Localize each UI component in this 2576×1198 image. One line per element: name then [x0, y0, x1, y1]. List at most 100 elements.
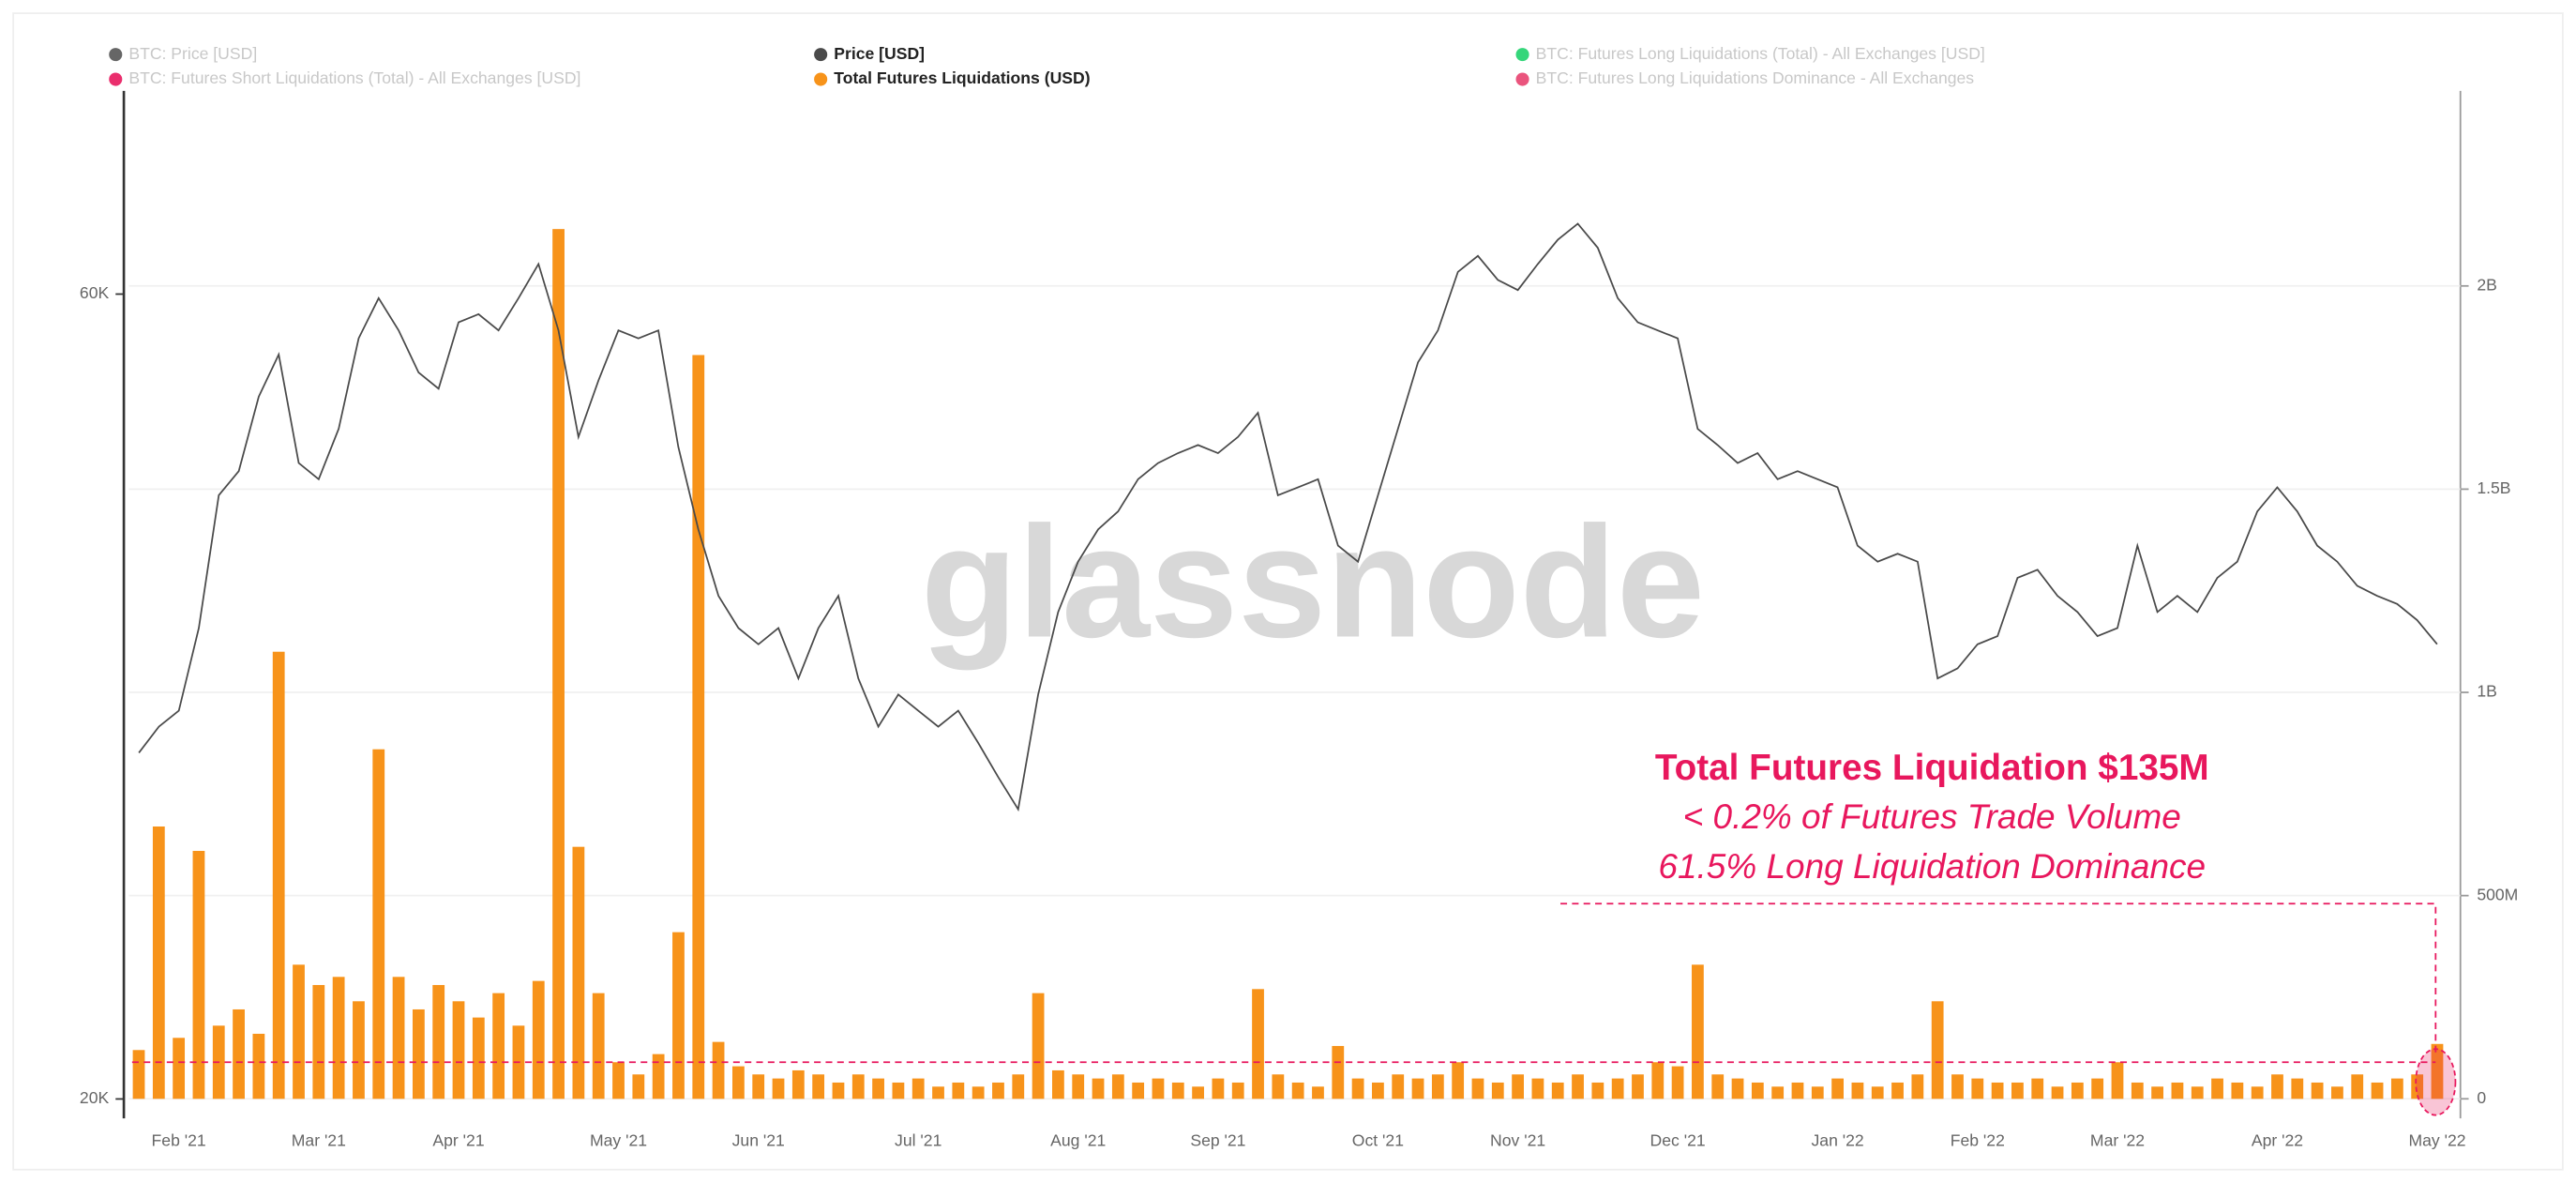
bar: [1032, 993, 1045, 1099]
bar: [1252, 989, 1264, 1099]
bar: [1152, 1078, 1165, 1099]
y-tick-label: 20K: [80, 1088, 110, 1107]
bar: [1971, 1078, 1984, 1099]
bar: [1871, 1086, 1884, 1099]
bar: [1591, 1082, 1604, 1099]
bar: [1951, 1074, 1964, 1099]
bar: [192, 850, 205, 1099]
bar: [572, 846, 585, 1099]
bar: [2271, 1074, 2283, 1099]
annotation: 61.5% Long Liquidation Dominance: [1658, 847, 2206, 886]
bar: [872, 1078, 884, 1099]
x-tick-label: Dec '21: [1650, 1130, 1706, 1149]
bar: [1551, 1082, 1564, 1099]
bar: [1411, 1078, 1424, 1099]
bar: [2191, 1086, 2204, 1099]
bar: [1272, 1074, 1285, 1099]
bar: [432, 984, 445, 1099]
bar: [772, 1078, 785, 1099]
bar: [632, 1074, 645, 1099]
bar: [152, 826, 165, 1099]
bar: [1791, 1082, 1804, 1099]
bar: [652, 1054, 665, 1099]
y2-tick-label: 2B: [2477, 275, 2497, 294]
legend-marker: [109, 48, 123, 62]
x-tick-label: Jun '21: [732, 1130, 785, 1149]
x-tick-label: Mar '22: [2090, 1130, 2145, 1149]
x-tick-label: Jan '22: [1812, 1130, 1864, 1149]
legend-label: Total Futures Liquidations (USD): [834, 68, 1090, 87]
bar: [1692, 964, 1704, 1099]
watermark: glassnode: [921, 493, 1705, 671]
bar: [1471, 1078, 1484, 1099]
bar: [1572, 1074, 1584, 1099]
x-tick-label: Aug '21: [1050, 1130, 1106, 1149]
bar: [932, 1086, 944, 1099]
bar: [1212, 1078, 1225, 1099]
bar: [1012, 1074, 1025, 1099]
bar: [2431, 1043, 2444, 1099]
x-tick-label: Oct '21: [1352, 1130, 1404, 1149]
bar: [1512, 1074, 1524, 1099]
bar: [2051, 1086, 2064, 1099]
bar: [1531, 1078, 1544, 1099]
annotation: Total Futures Liquidation $135M: [1655, 748, 2209, 788]
bar: [2111, 1062, 2124, 1099]
legend-label: BTC: Futures Short Liquidations (Total) …: [128, 68, 580, 87]
x-tick-label: Feb '22: [1951, 1130, 2005, 1149]
annotation: < 0.2% of Futures Trade Volume: [1683, 797, 2181, 836]
bar: [992, 1082, 1004, 1099]
bar: [2031, 1078, 2044, 1099]
bar: [1632, 1074, 1644, 1099]
bar: [472, 1017, 485, 1099]
bar: [132, 1050, 145, 1099]
bar: [1192, 1086, 1204, 1099]
x-tick-label: Nov '21: [1490, 1130, 1545, 1149]
bar: [2131, 1082, 2144, 1099]
bar: [2351, 1074, 2364, 1099]
bar: [1372, 1082, 1384, 1099]
bar: [372, 749, 385, 1099]
bar: [851, 1074, 865, 1099]
bar: [332, 977, 345, 1099]
bar: [892, 1082, 905, 1099]
bar: [592, 993, 605, 1099]
bar: [312, 984, 325, 1099]
bar: [791, 1069, 805, 1099]
bar: [752, 1074, 765, 1099]
bar: [1751, 1082, 1764, 1099]
bar: [452, 1001, 465, 1099]
bar: [972, 1086, 985, 1099]
bar: [1771, 1086, 1785, 1099]
bar: [1671, 1066, 1684, 1099]
bar: [2331, 1086, 2343, 1099]
bar: [1052, 1069, 1064, 1099]
legend-marker: [814, 48, 828, 62]
y2-tick-label: 1.5B: [2477, 478, 2510, 497]
legend-label: BTC: Futures Long Liquidations Dominance…: [1536, 68, 1975, 87]
bar: [1312, 1086, 1324, 1099]
bar: [1452, 1062, 1465, 1099]
bar: [1392, 1074, 1405, 1099]
bar: [2011, 1082, 2024, 1099]
bar: [612, 1062, 625, 1099]
bar: [1132, 1082, 1145, 1099]
bar: [1731, 1078, 1744, 1099]
bar: [1291, 1082, 1304, 1099]
bar: [952, 1082, 965, 1099]
bar: [1811, 1086, 1824, 1099]
y2-tick-label: 500M: [2477, 885, 2518, 903]
bar: [1611, 1078, 1624, 1099]
bar: [2390, 1078, 2403, 1099]
bar: [272, 651, 285, 1099]
x-tick-label: May '21: [590, 1130, 647, 1149]
y-tick-label: 60K: [80, 283, 110, 302]
x-tick-label: Apr '21: [432, 1130, 484, 1149]
bar: [1891, 1082, 1904, 1099]
bar: [492, 993, 505, 1099]
x-tick-label: Sep '21: [1190, 1130, 1245, 1149]
bar: [2371, 1082, 2384, 1099]
bar: [732, 1066, 745, 1099]
